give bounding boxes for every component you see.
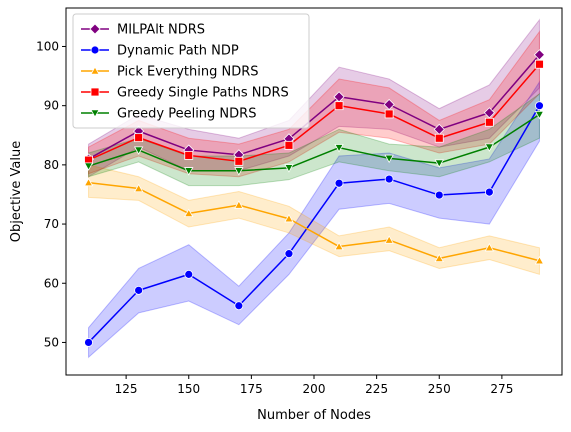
legend-box [72, 13, 310, 129]
pick-everything-ndrs-point [384, 235, 394, 244]
greedy-peeling-ndrs-point [234, 167, 244, 176]
greedy-single-paths-ndrs-point [284, 140, 294, 150]
greedy-peeling-ndrs-legend-label: Greedy Peeling NDRS [117, 107, 256, 122]
greedy-peeling-ndrs-point [534, 110, 545, 120]
greedy-peeling-ndrs-point [133, 146, 144, 155]
pick-everything-ndrs-legend-marker [90, 66, 100, 75]
greedy-single-paths-ndrs-legend-label: Greedy Single Paths NDRS [117, 86, 289, 101]
greedy-single-paths-ndrs-legend-marker [90, 87, 100, 97]
greedy-peeling-ndrs-point [83, 162, 94, 171]
greedy-single-paths-ndrs-point [334, 101, 344, 111]
greedy-peeling-ndrs-point [284, 164, 294, 173]
x-tick-label: 275 [490, 382, 513, 396]
y-tick-label: 70 [44, 217, 59, 231]
milpalt-ndrs-legend-label: MILPAlt NDRS [117, 23, 205, 38]
greedy-peeling-ndrs-point [484, 143, 495, 152]
greedy-peeling-ndrs-legend-marker [90, 109, 100, 118]
milpalt-ndrs-point [483, 107, 495, 119]
dynamic-path-ndp-point [484, 187, 494, 197]
greedy-single-paths-ndrs-point [234, 156, 244, 166]
pick-everything-ndrs-point [133, 183, 144, 193]
greedy-peeling-ndrs-point [184, 167, 194, 176]
greedy-single-paths-ndrs-confidence-band [88, 30, 540, 178]
dynamic-path-ndp-point [284, 249, 294, 259]
pick-everything-ndrs-point [234, 200, 244, 209]
x-tick-label: 225 [365, 382, 388, 396]
pick-everything-ndrs-legend-label: Pick Everything NDRS [117, 65, 259, 80]
dynamic-path-ndp-point [84, 338, 93, 347]
milpalt-ndrs-point [533, 49, 546, 61]
greedy-single-paths-ndrs-point [484, 117, 494, 127]
x-tick-label: 125 [115, 382, 138, 396]
dynamic-path-ndp-point [334, 178, 344, 188]
y-tick-label: 80 [44, 158, 59, 172]
greedy-peeling-ndrs-point [384, 154, 394, 164]
milpalt-ndrs-line [88, 54, 541, 160]
pick-everything-ndrs-point [83, 177, 94, 187]
y-tick-label: 50 [44, 335, 59, 349]
x-axis-label: Number of Nodes [257, 408, 371, 423]
legend: MILPAlt NDRS Dynamic Path NDP Pick Everyth… [72, 13, 310, 129]
greedy-single-paths-ndrs-point [384, 109, 394, 119]
pick-everything-ndrs-point [184, 208, 194, 218]
dynamic-path-ndp-point [535, 101, 544, 111]
dynamic-path-ndp-point [384, 174, 394, 184]
dynamic-path-ndp-point [184, 269, 194, 279]
pick-everything-ndrs-confidence-band [88, 164, 540, 276]
dynamic-path-ndp-legend-label: Dynamic Path NDP [117, 44, 239, 59]
x-tick-label: 150 [177, 382, 200, 396]
greedy-single-paths-ndrs-point [535, 59, 544, 69]
greedy-single-paths-ndrs-point [134, 133, 144, 143]
milpalt-ndrs-legend-marker [89, 23, 101, 35]
series-markers [82, 49, 546, 347]
x-tick-label: 200 [303, 382, 326, 396]
series-lines [88, 54, 541, 343]
dynamic-path-ndp-point [234, 301, 244, 311]
pick-everything-ndrs-point [434, 253, 444, 262]
y-tick-label: 100 [36, 39, 59, 53]
greedy-peeling-ndrs-point [434, 159, 444, 168]
milpalt-ndrs-point [383, 98, 395, 111]
greedy-single-paths-ndrs-point [184, 150, 194, 160]
x-tick-label: 250 [428, 382, 451, 396]
greedy-peeling-ndrs-point [334, 144, 344, 153]
greedy-single-paths-ndrs-line [88, 63, 541, 163]
dynamic-path-ndp-line [88, 105, 541, 343]
x-tick-label: 175 [240, 382, 263, 396]
dynamic-path-ndp-point [134, 285, 144, 295]
pick-everything-ndrs-point [534, 255, 545, 265]
x-axis-ticks: 125 150 175 200 225 250 275 [115, 375, 513, 396]
y-axis-label: Objective Value [9, 141, 24, 242]
pick-everything-ndrs-line [88, 181, 540, 262]
y-tick-label: 90 [44, 99, 59, 113]
dynamic-path-ndp-legend-marker [90, 45, 100, 55]
pick-everything-ndrs-point [484, 242, 495, 252]
dynamic-path-ndp-point [434, 190, 444, 200]
pick-everything-ndrs-point [284, 213, 294, 223]
greedy-peeling-ndrs-line [88, 113, 540, 172]
y-axis-ticks: 50 60 70 80 90 100 [36, 39, 66, 349]
y-tick-label: 60 [44, 276, 59, 290]
pick-everything-ndrs-point [334, 241, 344, 251]
greedy-single-paths-ndrs-point [434, 133, 444, 143]
